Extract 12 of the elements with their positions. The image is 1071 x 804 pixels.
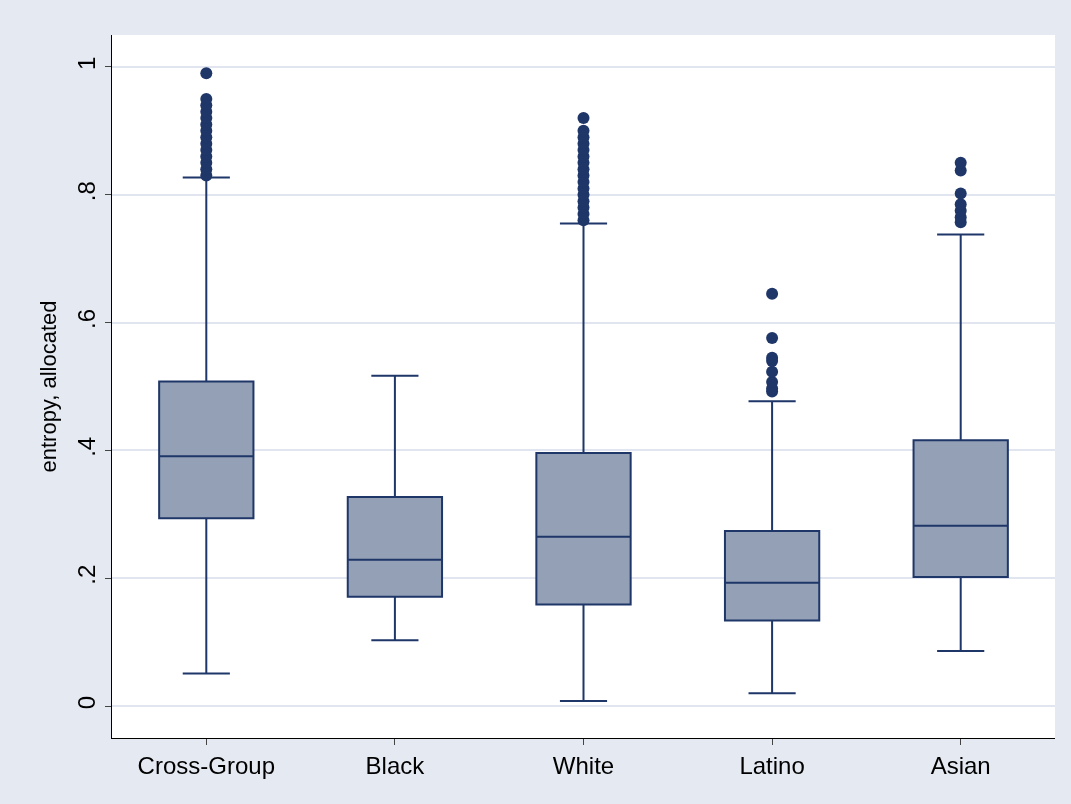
x-tick-label: White [552, 751, 615, 779]
y-tick-label: .4 [73, 436, 101, 457]
x-tick-label: Black [365, 751, 426, 779]
x-tick-label: Cross-Group [137, 751, 275, 779]
y-tick-label: 0 [73, 695, 101, 710]
y-tick-label: .2 [73, 564, 101, 585]
y-tick-label: 1 [73, 56, 101, 71]
y-tick-label: .6 [73, 308, 101, 329]
y-tick-label: .8 [73, 181, 101, 202]
y-axis-title: entropy, allocated [36, 300, 62, 473]
x-tick-label: Latino [739, 751, 805, 779]
x-tick-label: Asian [930, 751, 991, 779]
